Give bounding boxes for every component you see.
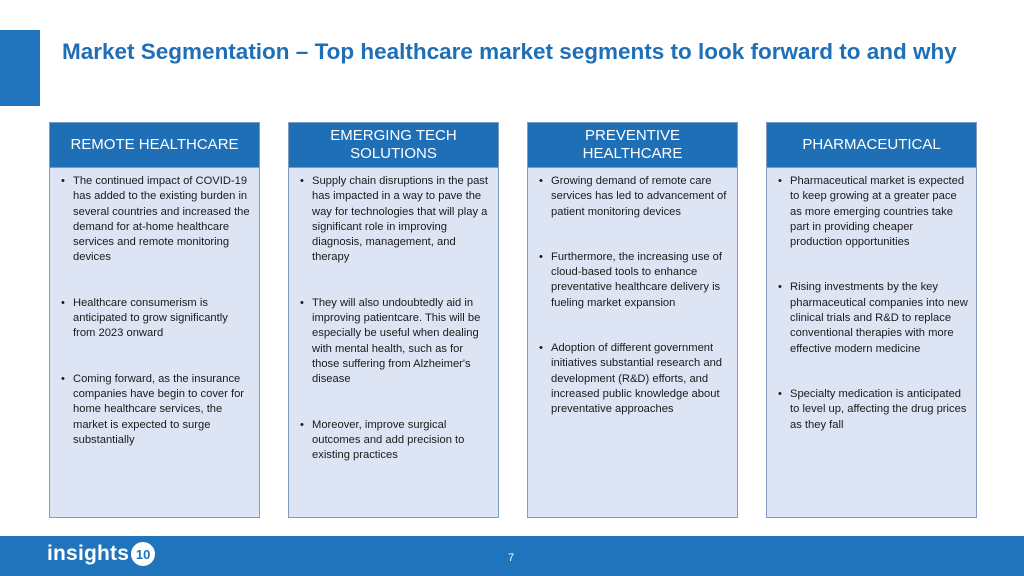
column-header: PREVENTIVE HEALTHCARE — [527, 122, 738, 168]
bullet-item: Healthcare consumerism is anticipated to… — [58, 296, 251, 342]
logo-badge: 10 — [131, 542, 156, 566]
insights10-logo: insights 10 — [47, 542, 156, 566]
bullet-item: Pharmaceutical market is expected to kee… — [775, 174, 968, 250]
column-body: Supply chain disruptions in the past has… — [288, 168, 499, 518]
bullet-item: Supply chain disruptions in the past has… — [297, 174, 490, 266]
column-header: PHARMACEUTICAL — [766, 122, 977, 168]
title-accent-bar — [0, 30, 40, 106]
logo-text: insights — [47, 542, 130, 565]
bullet-item: Rising investments by the key pharmaceut… — [775, 280, 968, 356]
slide-title: Market Segmentation – Top healthcare mar… — [62, 39, 957, 64]
bullet-item: Coming forward, as the insurance compani… — [58, 372, 251, 448]
bullet-item: Moreover, improve surgical outcomes and … — [297, 418, 490, 464]
column-body: Pharmaceutical market is expected to kee… — [766, 168, 977, 518]
column-remote-healthcare: REMOTE HEALTHCARE The continued impact o… — [49, 122, 260, 518]
bullet-item: Specialty medication is anticipated to l… — [775, 387, 968, 433]
column-body: The continued impact of COVID-19 has add… — [49, 168, 260, 518]
column-preventive-healthcare: PREVENTIVE HEALTHCARE Growing demand of … — [527, 122, 738, 518]
footer-bar: insights 10 7 — [0, 536, 1024, 576]
column-header: EMERGING TECH SOLUTIONS — [288, 122, 499, 168]
column-header: REMOTE HEALTHCARE — [49, 122, 260, 168]
bullet-item: Furthermore, the increasing use of cloud… — [536, 250, 729, 311]
bullet-item: Growing demand of remote care services h… — [536, 174, 729, 220]
column-pharmaceutical: PHARMACEUTICAL Pharmaceutical market is … — [766, 122, 977, 518]
bullet-item: Adoption of different government initiat… — [536, 341, 729, 417]
bullet-item: The continued impact of COVID-19 has add… — [58, 174, 251, 266]
column-emerging-tech: EMERGING TECH SOLUTIONS Supply chain dis… — [288, 122, 499, 518]
column-body: Growing demand of remote care services h… — [527, 168, 738, 518]
bullet-item: They will also undoubtedly aid in improv… — [297, 296, 490, 388]
page-number: 7 — [508, 552, 515, 564]
